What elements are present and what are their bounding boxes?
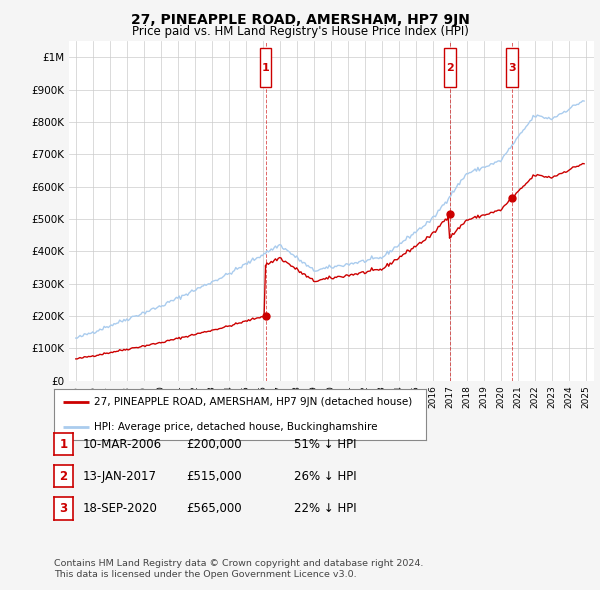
Text: £200,000: £200,000 (186, 438, 242, 451)
Text: This data is licensed under the Open Government Licence v3.0.: This data is licensed under the Open Gov… (54, 571, 356, 579)
Text: 3: 3 (508, 63, 515, 73)
Text: £515,000: £515,000 (186, 470, 242, 483)
Text: 2: 2 (59, 470, 68, 483)
Text: 1: 1 (262, 63, 269, 73)
Text: 3: 3 (59, 502, 68, 515)
Text: 51% ↓ HPI: 51% ↓ HPI (294, 438, 356, 451)
Text: 1: 1 (59, 438, 68, 451)
Text: 27, PINEAPPLE ROAD, AMERSHAM, HP7 9JN: 27, PINEAPPLE ROAD, AMERSHAM, HP7 9JN (131, 13, 469, 27)
FancyBboxPatch shape (506, 48, 518, 87)
Text: 2: 2 (446, 63, 454, 73)
Text: 26% ↓ HPI: 26% ↓ HPI (294, 470, 356, 483)
Text: £565,000: £565,000 (186, 502, 242, 515)
Text: 18-SEP-2020: 18-SEP-2020 (83, 502, 158, 515)
Text: 10-MAR-2006: 10-MAR-2006 (83, 438, 162, 451)
Text: 22% ↓ HPI: 22% ↓ HPI (294, 502, 356, 515)
FancyBboxPatch shape (260, 48, 271, 87)
Text: HPI: Average price, detached house, Buckinghamshire: HPI: Average price, detached house, Buck… (94, 421, 377, 431)
FancyBboxPatch shape (443, 48, 455, 87)
Text: 13-JAN-2017: 13-JAN-2017 (83, 470, 157, 483)
Text: 27, PINEAPPLE ROAD, AMERSHAM, HP7 9JN (detached house): 27, PINEAPPLE ROAD, AMERSHAM, HP7 9JN (d… (94, 398, 412, 408)
Text: Price paid vs. HM Land Registry's House Price Index (HPI): Price paid vs. HM Land Registry's House … (131, 25, 469, 38)
Text: Contains HM Land Registry data © Crown copyright and database right 2024.: Contains HM Land Registry data © Crown c… (54, 559, 424, 568)
